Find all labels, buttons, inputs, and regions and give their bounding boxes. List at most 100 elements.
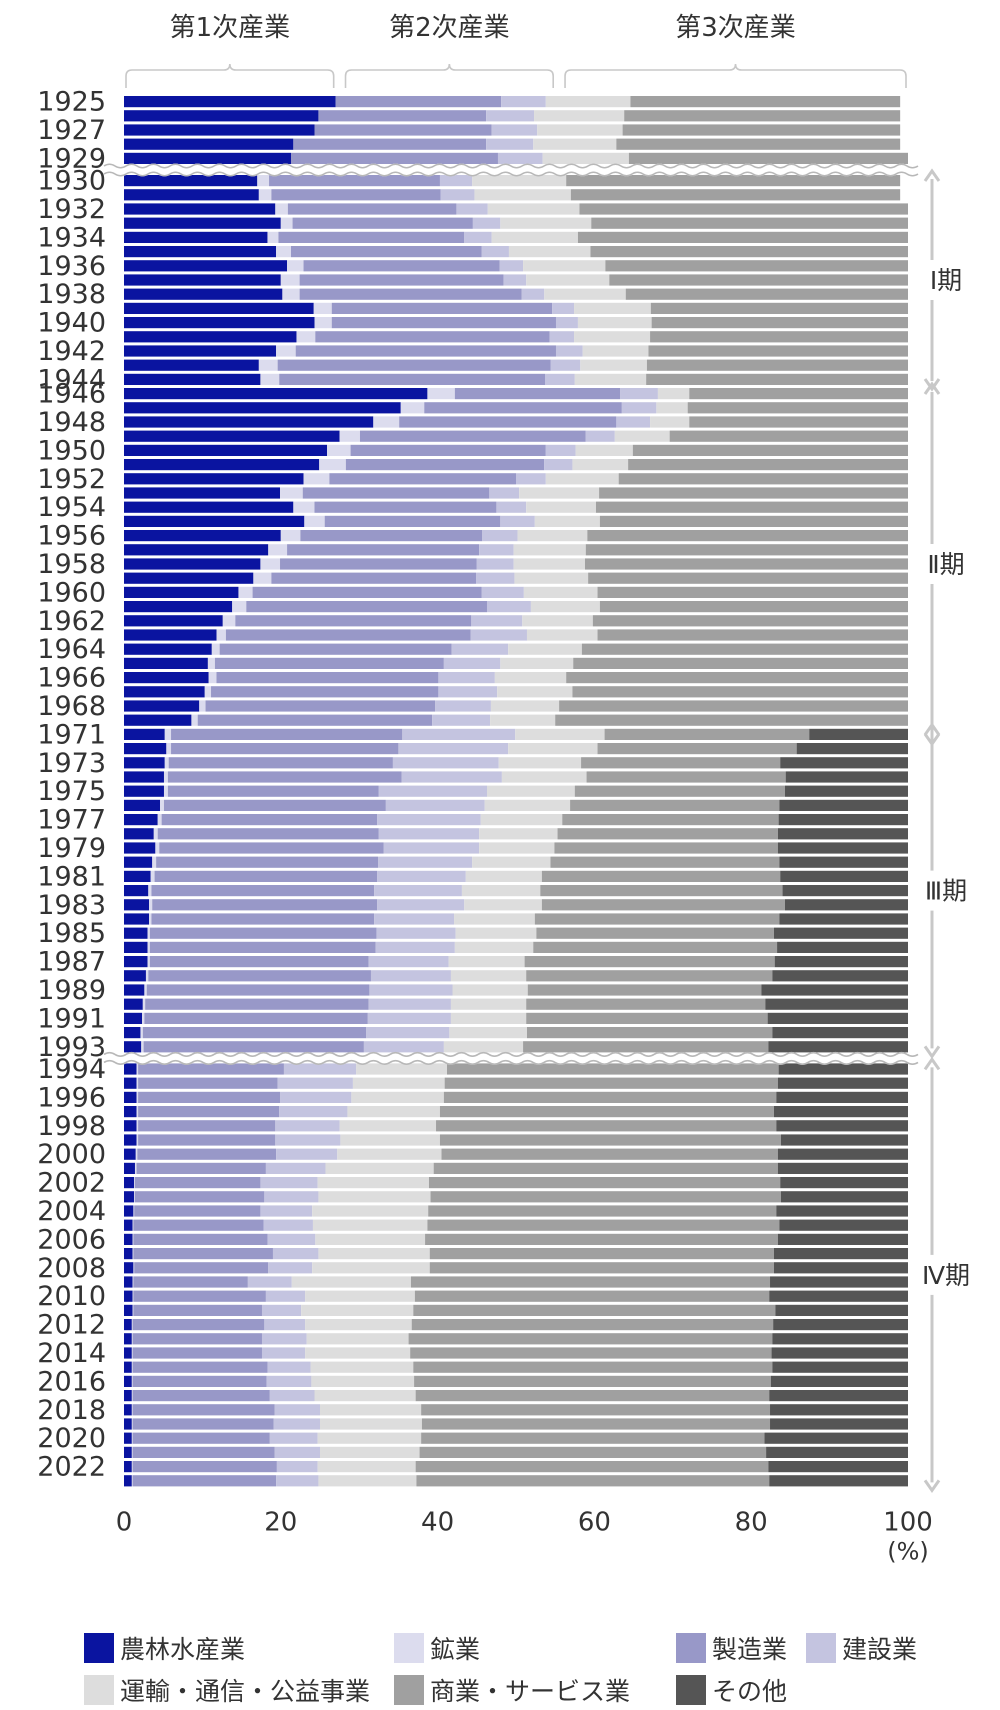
bar-segment-1949-鉱業 <box>339 430 360 442</box>
bar-segment-1998-運輸・通信・公益事業 <box>339 1120 437 1132</box>
bar-segment-2003-建設業 <box>264 1191 319 1203</box>
year-label-1991: 1991 <box>37 1003 106 1034</box>
bar-segment-1959-製造業 <box>271 572 477 584</box>
bar-segment-1988-運輸・通信・公益事業 <box>450 970 527 982</box>
bar-row-2015 <box>124 1361 908 1373</box>
bar-segment-1942-商業・サービス業 <box>648 345 908 357</box>
bar-segment-2014-製造業 <box>132 1347 262 1359</box>
bar-segment-1992-鉱業 <box>140 1027 143 1039</box>
bars-layer <box>124 96 908 1487</box>
bar-segment-1973-農林水産業 <box>124 757 165 769</box>
bar-segment-2014-鉱業 <box>131 1347 133 1359</box>
bar-segment-2016-その他 <box>770 1375 908 1387</box>
bar-segment-2002-農林水産業 <box>124 1177 135 1189</box>
legend-label-4: 建設業 <box>842 1635 918 1664</box>
bar-segment-1937-鉱業 <box>280 274 300 286</box>
bar-segment-1942-製造業 <box>295 345 556 357</box>
bar-segment-2001-建設業 <box>265 1162 326 1174</box>
period-label-bg-2 <box>920 544 990 584</box>
bar-segment-1981-製造業 <box>154 870 378 882</box>
bar-segment-1926-商業・サービス業 <box>624 110 901 122</box>
bar-segment-2005-運輸・通信・公益事業 <box>312 1219 428 1231</box>
bar-row-1983 <box>124 899 908 911</box>
bar-segment-1991-運輸・通信・公益事業 <box>450 1012 527 1024</box>
bar-segment-2002-商業・サービス業 <box>428 1177 781 1189</box>
bar-segment-2007-その他 <box>773 1248 908 1260</box>
bar-segment-1975-商業・サービス業 <box>574 785 785 797</box>
bar-segment-1982-農林水産業 <box>124 885 149 897</box>
bar-segment-1993-その他 <box>768 1041 908 1053</box>
bar-segment-1984-建設業 <box>374 913 455 925</box>
period-marker-2: Ⅱ期 <box>920 381 990 747</box>
year-label-1985: 1985 <box>37 918 106 949</box>
bar-segment-1969-建設業 <box>432 714 491 726</box>
bar-segment-1957-運輸・通信・公益事業 <box>513 544 586 556</box>
legend-label-2: 鉱業 <box>430 1635 481 1664</box>
bar-segment-2013-農林水産業 <box>124 1333 132 1345</box>
bar-segment-1944-商業・サービス業 <box>646 373 908 385</box>
bar-segment-2009-商業・サービス業 <box>410 1276 771 1288</box>
bar-segment-2016-商業・サービス業 <box>414 1375 771 1387</box>
bar-segment-1968-鉱業 <box>199 700 206 712</box>
bar-segment-2019-製造業 <box>132 1418 274 1430</box>
stacked-bar-chart: 1925192719291930193219341936193819401942… <box>37 13 990 1566</box>
bar-segment-1965-鉱業 <box>207 657 215 669</box>
bar-segment-1949-製造業 <box>359 430 586 442</box>
bar-segment-1962-農林水産業 <box>124 615 223 627</box>
bar-segment-2018-製造業 <box>132 1404 275 1416</box>
bar-segment-1934-商業・サービス業 <box>577 231 908 243</box>
bar-segment-1972-農林水産業 <box>124 743 167 755</box>
bar-segment-2009-運輸・通信・公益事業 <box>291 1276 411 1288</box>
bar-segment-1991-建設業 <box>367 1012 451 1024</box>
bar-row-2017 <box>124 1390 908 1402</box>
bar-segment-1968-商業・サービス業 <box>559 700 908 712</box>
bar-row-1975 <box>124 785 908 797</box>
bar-segment-2021-農林水産業 <box>124 1446 132 1458</box>
bar-segment-1943-鉱業 <box>258 359 278 371</box>
bar-segment-1950-農林水産業 <box>124 444 328 456</box>
bar-segment-1998-製造業 <box>138 1120 276 1132</box>
bar-segment-1930-製造業 <box>269 175 440 187</box>
bar-segment-1944-製造業 <box>279 373 546 385</box>
bar-segment-1969-運輸・通信・公益事業 <box>490 714 556 726</box>
bar-segment-1932-鉱業 <box>275 203 288 215</box>
period-markers: Ⅰ期 Ⅱ期 Ⅲ期 Ⅳ期 <box>920 168 990 1494</box>
bar-segment-1994-その他 <box>778 1063 908 1075</box>
bar-segment-1928-製造業 <box>293 138 487 150</box>
bar-row-1947 <box>124 402 908 414</box>
bar-segment-1995-運輸・通信・公益事業 <box>352 1077 445 1089</box>
bar-segment-1956-商業・サービス業 <box>587 530 908 542</box>
bar-segment-2004-農林水産業 <box>124 1205 134 1217</box>
bar-row-1949 <box>124 430 908 442</box>
legend-label-7: その他 <box>712 1677 788 1706</box>
bar-segment-1992-商業・サービス業 <box>526 1027 773 1039</box>
bar-segment-2003-商業・サービス業 <box>430 1191 781 1203</box>
bar-segment-1958-商業・サービス業 <box>584 558 908 570</box>
bar-segment-1960-農林水産業 <box>124 586 239 598</box>
bar-segment-1926-運輸・通信・公益事業 <box>534 110 625 122</box>
bar-segment-1941-商業・サービス業 <box>650 331 908 343</box>
bar-segment-2022-製造業 <box>132 1461 277 1473</box>
bar-row-1981 <box>124 870 908 882</box>
bar-segment-1933-農林水産業 <box>124 217 281 229</box>
bar-segment-1935-製造業 <box>290 246 482 258</box>
year-label-1950: 1950 <box>37 435 106 466</box>
bar-segment-2019-商業・サービス業 <box>421 1418 771 1430</box>
bar-row-1935 <box>124 246 908 258</box>
bar-segment-1997-建設業 <box>279 1106 348 1118</box>
year-label-1971: 1971 <box>37 719 106 750</box>
bar-segment-2012-運輸・通信・公益事業 <box>305 1319 412 1331</box>
bar-segment-1981-建設業 <box>377 870 466 882</box>
bar-segment-1948-鉱業 <box>373 416 400 428</box>
bar-segment-1998-建設業 <box>275 1120 340 1132</box>
bar-segment-2005-その他 <box>779 1219 908 1231</box>
bar-segment-1929-商業・サービス業 <box>628 152 908 164</box>
year-label-2018: 2018 <box>37 1395 106 1426</box>
bar-segment-1990-運輸・通信・公益事業 <box>450 998 527 1010</box>
bar-segment-1977-その他 <box>778 814 908 826</box>
bar-row-1943 <box>124 359 908 371</box>
legend-label-6: 商業・サービス業 <box>430 1677 631 1706</box>
bar-segment-1930-建設業 <box>439 175 473 187</box>
bar-segment-1971-運輸・通信・公益事業 <box>515 728 605 740</box>
bar-segment-1949-農林水産業 <box>124 430 340 442</box>
